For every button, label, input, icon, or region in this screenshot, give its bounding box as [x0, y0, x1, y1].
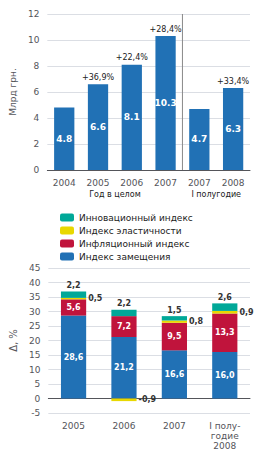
svg-text:+22,4%: +22,4%	[116, 53, 149, 62]
svg-text:30: 30	[29, 307, 41, 317]
svg-text:+33,4%: +33,4%	[217, 77, 250, 86]
svg-text:0,8: 0,8	[189, 317, 204, 326]
svg-text:6.6: 6.6	[90, 122, 106, 132]
svg-text:2007: 2007	[188, 178, 211, 188]
svg-text:Индекс эластичности: Индекс эластичности	[79, 226, 182, 236]
svg-text:8: 8	[34, 61, 40, 71]
svg-text:2008: 2008	[222, 178, 245, 188]
svg-text:4.8: 4.8	[56, 134, 72, 144]
svg-text:2,2: 2,2	[117, 299, 131, 308]
svg-text:2,6: 2,6	[218, 293, 233, 302]
svg-text:6.3: 6.3	[225, 124, 241, 134]
svg-text:2004: 2004	[53, 178, 76, 188]
svg-text:35: 35	[29, 292, 40, 302]
svg-text:40: 40	[29, 278, 41, 288]
svg-text:Инновационный индекс: Инновационный индекс	[79, 213, 193, 223]
svg-text:5: 5	[35, 379, 41, 389]
svg-text:-5: -5	[31, 408, 40, 418]
svg-text:12: 12	[28, 9, 39, 19]
svg-text:0,9: 0,9	[239, 308, 254, 317]
svg-text:2008: 2008	[213, 441, 236, 451]
svg-text:I полугодие: I полугодие	[191, 190, 241, 199]
svg-text:0,5: 0,5	[88, 294, 103, 303]
svg-text:2005: 2005	[62, 421, 85, 431]
svg-text:0: 0	[35, 394, 41, 404]
svg-text:Инфляционный индекс: Инфляционный индекс	[79, 239, 189, 249]
svg-text:0: 0	[34, 165, 40, 175]
svg-text:Год в целом: Год в целом	[89, 190, 141, 199]
svg-text:I полу-: I полу-	[209, 421, 240, 431]
svg-text:2006: 2006	[113, 421, 136, 431]
svg-text:21,2: 21,2	[114, 363, 134, 372]
svg-text:-0,9: -0,9	[139, 395, 157, 404]
svg-text:Индекс замещения: Индекс замещения	[79, 252, 170, 262]
svg-text:7,2: 7,2	[117, 322, 131, 331]
svg-text:4.7: 4.7	[191, 134, 207, 144]
svg-text:Млрд грн.: Млрд грн.	[8, 68, 18, 116]
svg-text:годие: годие	[211, 431, 239, 441]
svg-text:15: 15	[29, 350, 40, 360]
svg-text:1,5: 1,5	[167, 306, 182, 315]
svg-text:2005: 2005	[87, 178, 110, 188]
svg-text:2007: 2007	[154, 178, 177, 188]
svg-text:16,0: 16,0	[215, 371, 235, 380]
svg-text:10.3: 10.3	[154, 98, 176, 108]
svg-text:5,6: 5,6	[66, 303, 81, 312]
svg-text:2006: 2006	[120, 178, 143, 188]
svg-text:28,6: 28,6	[64, 353, 84, 362]
svg-text:9,5: 9,5	[167, 332, 182, 341]
svg-text:2: 2	[34, 139, 40, 149]
svg-text:10: 10	[29, 365, 41, 375]
svg-text:2007: 2007	[163, 421, 186, 431]
svg-text:20: 20	[29, 336, 41, 346]
svg-text:13,3: 13,3	[215, 328, 235, 337]
svg-text:6: 6	[34, 87, 40, 97]
svg-text:25: 25	[29, 321, 40, 331]
svg-text:2,2: 2,2	[66, 281, 80, 290]
svg-text:Δ, %: Δ, %	[8, 329, 19, 352]
svg-text:45: 45	[29, 263, 40, 273]
svg-text:8.1: 8.1	[124, 112, 140, 122]
svg-text:+28,4%: +28,4%	[150, 25, 183, 34]
svg-text:+36,9%: +36,9%	[82, 73, 115, 82]
svg-text:10: 10	[28, 35, 40, 45]
svg-text:16,6: 16,6	[165, 370, 185, 379]
svg-text:4: 4	[34, 113, 40, 123]
